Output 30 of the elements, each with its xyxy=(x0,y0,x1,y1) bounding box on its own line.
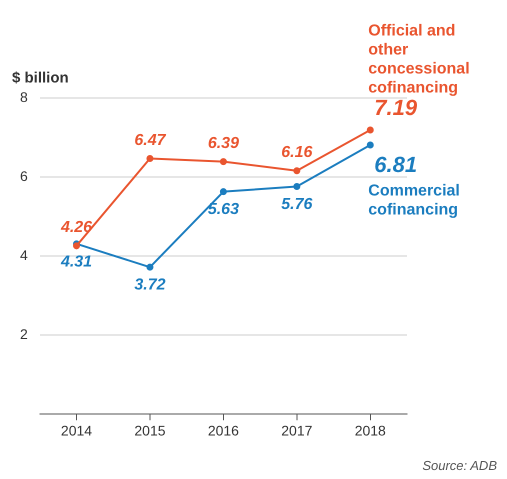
point xyxy=(366,142,374,149)
series-label: Official and other concessional cofinancing xyxy=(368,22,470,96)
x-tick-label: 2015 xyxy=(134,422,166,438)
point xyxy=(146,154,154,162)
data-label: 7.19 xyxy=(374,95,418,120)
point xyxy=(220,188,227,196)
point xyxy=(366,126,374,134)
y-tick-label: 2 xyxy=(20,326,28,342)
x-tick-label: 2014 xyxy=(60,422,92,438)
series-label: Commercial cofinancing xyxy=(368,182,460,218)
y-tick-label: 8 xyxy=(20,88,28,105)
y-tick-label: 4 xyxy=(20,246,28,263)
data-label: 5.76 xyxy=(281,196,313,213)
x-tick-label: 2017 xyxy=(281,422,313,438)
source-note: Source: ADB xyxy=(422,458,498,474)
point xyxy=(146,264,154,271)
data-label: 6.81 xyxy=(374,152,418,178)
data-label: 6.16 xyxy=(281,144,313,162)
y-tick-label: 6 xyxy=(20,168,28,184)
data-label: 5.63 xyxy=(208,201,240,218)
point xyxy=(220,158,227,166)
point xyxy=(293,183,300,190)
data-label: 6.39 xyxy=(208,135,240,152)
x-tick-label: 2016 xyxy=(208,422,240,438)
y-axis-title: $ billion xyxy=(12,70,69,87)
data-label: 6.47 xyxy=(134,132,167,149)
data-label: 4.31 xyxy=(60,253,92,270)
point xyxy=(293,167,300,174)
x-tick-label: 2018 xyxy=(354,422,386,438)
data-label: 3.72 xyxy=(134,276,166,294)
